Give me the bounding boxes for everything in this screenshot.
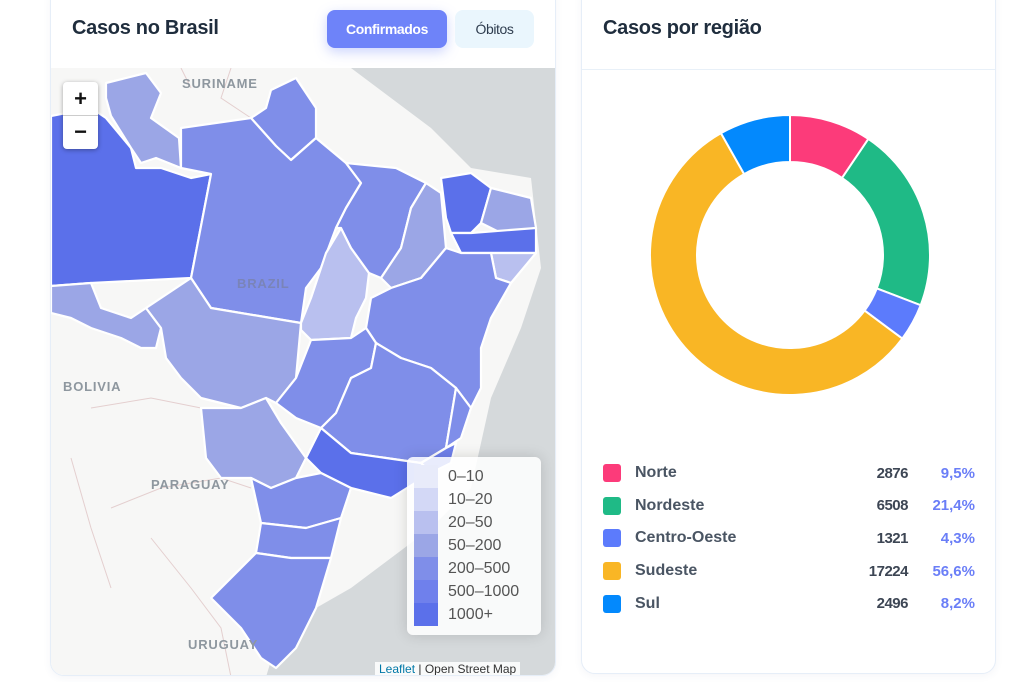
- region-count: 17224: [868, 562, 909, 580]
- header-divider: [582, 69, 995, 70]
- region-row-sudeste: Sudeste 17224 56,6%: [603, 555, 975, 588]
- confirmados-tab-button[interactable]: Confirmados: [327, 10, 447, 48]
- legend-swatch: [414, 488, 438, 511]
- region-name: Sul: [635, 594, 660, 612]
- zoom-out-button[interactable]: −: [63, 115, 98, 148]
- region-list: Norte 2876 9,5% Nordeste 6508 21,4% Cent…: [603, 457, 975, 620]
- region-card-header: Casos por região: [582, 0, 995, 69]
- legend-label: 500–1000: [448, 582, 520, 600]
- region-count: 2496: [876, 595, 909, 613]
- region-row-norte: Norte 2876 9,5%: [603, 457, 975, 490]
- obitos-tab-button[interactable]: Óbitos: [455, 10, 534, 48]
- region-count: 1321: [876, 529, 909, 547]
- map-card-title: Casos no Brasil: [72, 17, 219, 39]
- attribution-separator: |: [415, 662, 425, 676]
- map-card-header: Casos no Brasil Confirmados Óbitos: [51, 0, 555, 69]
- region-name: Nordeste: [635, 496, 705, 514]
- region-pct: 21,4%: [932, 497, 975, 515]
- map-attribution: Leaflet | Open Street Map: [375, 662, 521, 676]
- legend-swatch: [414, 465, 438, 488]
- region-count: 6508: [876, 497, 909, 515]
- map-legend: 0–10 10–20 20–50 50–200 200–500 500–1000…: [407, 457, 541, 635]
- map-card: Casos no Brasil Confirmados Óbitos: [50, 0, 556, 676]
- region-row-sul: Sul 2496 8,2%: [603, 587, 975, 620]
- donut-slice-nordeste[interactable]: [840, 137, 931, 307]
- legend-label: 1000+: [448, 605, 493, 623]
- donut-slices: [649, 113, 931, 396]
- sudeste-swatch: [603, 562, 621, 581]
- legend-label: 200–500: [448, 559, 511, 577]
- osm-attribution: Open Street Map: [424, 662, 517, 676]
- zoom-in-button[interactable]: +: [74, 85, 87, 111]
- label-paraguay: PARAGUAY: [151, 477, 230, 492]
- legend-swatch: [414, 534, 438, 557]
- brazil-map[interactable]: + − SURINAME BRAZIL BOLIVIA PARAGUAY URU…: [51, 68, 555, 676]
- legend-swatch: [414, 557, 438, 580]
- region-card-title: Casos por região: [603, 17, 762, 39]
- region-row-centro-oeste: Centro-Oeste 1321 4,3%: [603, 522, 975, 555]
- donut-chart: [649, 113, 931, 396]
- legend-row: 10–20: [414, 488, 541, 511]
- legend-swatch: [414, 511, 438, 534]
- legend-row: 200–500: [414, 557, 541, 580]
- region-card: Casos por região Norte 2876 9,5% Nordest…: [581, 0, 996, 674]
- legend-label: 20–50: [448, 513, 493, 531]
- region-name: Norte: [635, 464, 677, 482]
- region-row-nordeste: Nordeste 6508 21,4%: [603, 490, 975, 523]
- region-name: Sudeste: [635, 562, 698, 580]
- legend-row: 20–50: [414, 511, 541, 534]
- donut-slice-sudeste[interactable]: [649, 131, 904, 396]
- legend-row: 500–1000: [414, 580, 541, 603]
- region-pct: 8,2%: [940, 595, 975, 613]
- region-pct: 4,3%: [940, 529, 975, 547]
- zoom-control: + −: [63, 82, 98, 149]
- legend-label: 50–200: [448, 536, 502, 554]
- legend-swatch: [414, 603, 438, 626]
- centro-oeste-swatch: [603, 529, 621, 548]
- legend-swatch: [414, 580, 438, 603]
- region-count: 2876: [876, 464, 909, 482]
- legend-label: 0–10: [448, 467, 484, 485]
- map-svg: [51, 68, 555, 675]
- norte-swatch: [603, 464, 621, 483]
- sul-swatch: [603, 594, 621, 613]
- legend-row: 50–200: [414, 534, 541, 557]
- label-brazil: BRAZIL: [237, 276, 290, 291]
- region-pct: 56,6%: [932, 562, 975, 580]
- region-name: Centro-Oeste: [635, 529, 737, 547]
- legend-row: 0–10: [414, 465, 541, 488]
- nordeste-swatch: [603, 496, 621, 515]
- label-bolivia: BOLIVIA: [63, 379, 122, 394]
- donut-slice-sul[interactable]: [719, 113, 791, 176]
- leaflet-link[interactable]: Leaflet: [379, 662, 416, 676]
- legend-label: 10–20: [448, 490, 493, 508]
- region-pct: 9,5%: [940, 464, 975, 482]
- label-suriname: SURINAME: [182, 76, 258, 91]
- label-uruguay: URUGUAY: [188, 637, 259, 652]
- legend-row: 1000+: [414, 603, 541, 626]
